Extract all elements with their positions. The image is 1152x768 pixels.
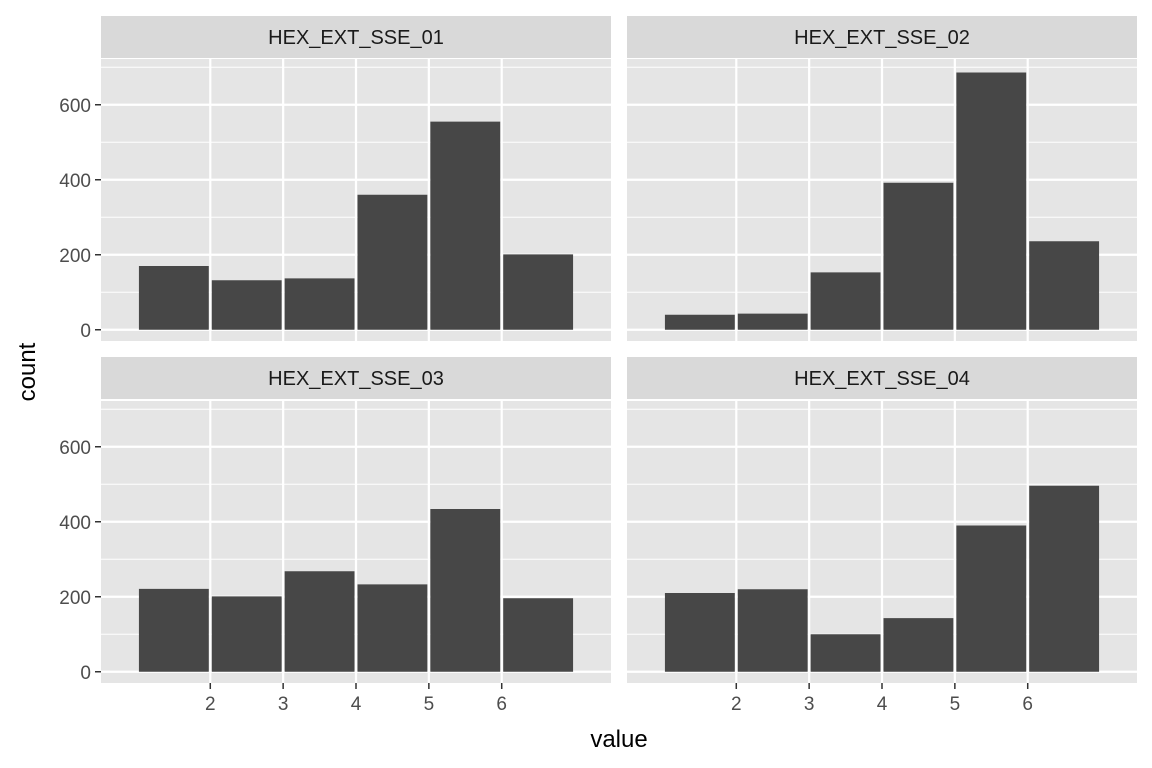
y-tick-label: 600 xyxy=(59,96,91,117)
x-tick-label: 6 xyxy=(1022,694,1033,715)
x-tick-label: 3 xyxy=(278,694,289,715)
histogram-bar xyxy=(883,182,954,330)
histogram-bar xyxy=(956,525,1027,672)
y-tick-label: 200 xyxy=(59,246,91,267)
x-tick-label: 6 xyxy=(496,694,507,715)
x-tick-label: 5 xyxy=(950,694,961,715)
facet-strip xyxy=(101,357,611,399)
panel-3: HEX_EXT_SSE_03 0 200 400 600 2 3 4 5 6 xyxy=(59,357,611,715)
y-tick-label: 400 xyxy=(59,513,91,534)
histogram-bar xyxy=(138,588,209,672)
histogram-bar xyxy=(211,596,282,672)
histogram-bar xyxy=(1029,241,1100,330)
y-tick-label: 0 xyxy=(80,663,91,684)
x-tick-label: 4 xyxy=(877,694,888,715)
histogram-bar xyxy=(357,194,428,330)
histogram-bar xyxy=(503,254,574,330)
y-tick-label: 400 xyxy=(59,171,91,192)
y-tick-label: 0 xyxy=(80,321,91,342)
histogram-bar xyxy=(737,313,808,330)
histogram-bar xyxy=(503,598,574,672)
x-axis-title: value xyxy=(590,726,647,753)
x-tick-label: 5 xyxy=(424,694,435,715)
histogram-bar xyxy=(810,634,881,672)
histogram-bar xyxy=(956,72,1027,330)
facet-strip-label: HEX_EXT_SSE_03 xyxy=(268,368,444,390)
histogram-bar xyxy=(284,571,355,672)
facet-strip xyxy=(627,357,1137,399)
x-tick-label: 4 xyxy=(351,694,362,715)
y-tick-label: 200 xyxy=(59,588,91,609)
x-tick-label: 3 xyxy=(804,694,815,715)
panel-1: HEX_EXT_SSE_01 0 200 400 600 xyxy=(59,16,611,342)
histogram-bar xyxy=(138,266,209,330)
histogram-bar xyxy=(1029,485,1100,672)
histogram-bar xyxy=(430,509,501,672)
histogram-bar xyxy=(810,272,881,330)
facet-strip-label: HEX_EXT_SSE_01 xyxy=(268,27,444,49)
y-axis-title: count xyxy=(14,342,41,401)
y-tick-label: 600 xyxy=(59,438,91,459)
panel-4: HEX_EXT_SSE_04 2 3 4 5 6 xyxy=(627,357,1137,715)
histogram-bar xyxy=(284,278,355,330)
facet-strip xyxy=(627,16,1137,58)
facet-strip-label: HEX_EXT_SSE_02 xyxy=(794,27,970,49)
histogram-bar xyxy=(211,280,282,330)
x-tick-label: 2 xyxy=(205,694,216,715)
histogram-bar xyxy=(357,584,428,672)
histogram-bar xyxy=(430,121,501,330)
panel-2: HEX_EXT_SSE_02 xyxy=(627,16,1137,341)
histogram-bar xyxy=(883,618,954,672)
x-tick-label: 2 xyxy=(731,694,742,715)
histogram-bar xyxy=(664,314,735,330)
histogram-bar xyxy=(664,593,735,672)
facet-strip xyxy=(101,16,611,58)
facet-strip-label: HEX_EXT_SSE_04 xyxy=(794,368,970,390)
panels-layer: HEX_EXT_SSE_01 0 200 400 600 HEX_EXT_SSE_02 HE… xyxy=(59,16,1137,715)
histogram-bar xyxy=(737,589,808,672)
